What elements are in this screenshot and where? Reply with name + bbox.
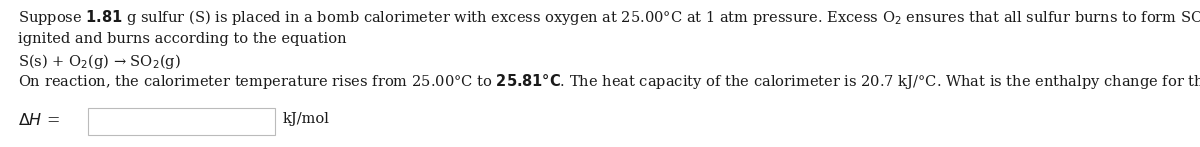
Text: ignited and burns according to the equation: ignited and burns according to the equat… <box>18 32 347 46</box>
Text: S(s) + O$_2$(g) → SO$_2$(g): S(s) + O$_2$(g) → SO$_2$(g) <box>18 52 181 71</box>
Text: On reaction, the calorimeter temperature rises from 25.00°C to $\mathbf{25.81°C}: On reaction, the calorimeter temperature… <box>18 72 1200 91</box>
FancyBboxPatch shape <box>88 108 275 135</box>
Text: kJ/mol: kJ/mol <box>283 112 330 126</box>
Text: $\Delta H$ =: $\Delta H$ = <box>18 112 60 129</box>
Text: Suppose $\mathbf{1.81}$ g sulfur (S) is placed in a bomb calorimeter with excess: Suppose $\mathbf{1.81}$ g sulfur (S) is … <box>18 8 1200 27</box>
